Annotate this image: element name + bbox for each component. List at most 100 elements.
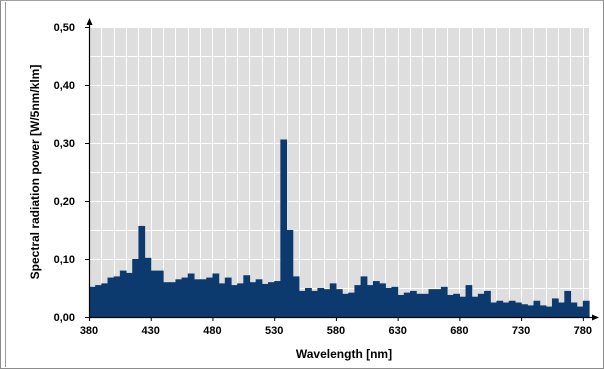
bar [576,306,584,317]
bar [372,281,380,317]
bar [558,302,565,317]
bar [187,273,195,317]
bar [582,300,590,317]
bar [434,289,442,317]
bar [261,283,269,317]
bar [453,293,460,317]
bar [200,279,207,317]
bar [101,283,109,317]
bar [409,290,417,317]
y-tick-label: 0,00 [54,312,75,324]
bar [132,259,139,317]
bar [95,285,102,317]
axes [86,18,599,321]
bar [459,296,467,317]
bar [218,283,226,317]
frame-divider [5,2,6,367]
bar [181,277,189,317]
bar [502,302,510,317]
y-axis-title: Spectral radiation power [W/5nm/klm] [28,65,42,280]
x-tick-labels: 380 430 480 530 580 630 680 730 780 [80,317,592,337]
grid-lines [89,27,589,318]
bar [447,294,454,317]
bar [545,306,553,317]
x-tick-label: 430 [142,325,160,337]
bar [311,290,318,317]
y-tick-labels: 0,00 0,10 0,20 0,30 0,40 0,50 [54,22,89,324]
bar [342,293,349,317]
bar [360,276,368,317]
bar [551,298,559,317]
bar [163,282,170,317]
bar [107,277,115,317]
bar [403,292,411,317]
bar [570,302,578,317]
bar [144,257,152,317]
bar [484,290,491,317]
bar [113,276,121,317]
y-tick-label: 0,20 [54,196,75,208]
y-tick-label: 0,30 [54,138,75,150]
x-tick-label: 530 [265,325,283,337]
bar [206,277,214,317]
x-tick-label: 630 [388,325,406,337]
bar [477,293,485,317]
bar [249,282,257,317]
bar [119,270,127,317]
bar [428,289,436,317]
bar [193,279,201,317]
bar [323,289,331,317]
bar [490,302,498,317]
bar [348,292,356,317]
bar [89,286,96,317]
bar [416,293,423,317]
bar [230,285,238,317]
bar [521,304,528,317]
bar [397,294,405,317]
bar [212,273,220,317]
bar [156,270,164,317]
bar [391,286,399,317]
bar [224,277,232,317]
bar [305,288,312,317]
bar [379,283,386,317]
bar [440,286,448,317]
bar [471,296,479,317]
bar [335,289,343,317]
bar-series [89,139,590,317]
bar [280,139,288,317]
bar [465,285,473,317]
x-tick-label: 680 [450,325,468,337]
bar [533,300,541,317]
x-tick-label: 730 [512,325,530,337]
bar [274,281,281,317]
bar [354,285,362,317]
bar [292,276,300,317]
bar [286,230,294,317]
bar [564,290,572,317]
bar [243,275,251,317]
bar [496,300,504,317]
bar [508,300,516,317]
bar [150,270,158,317]
x-axis-title: Wavelength [nm] [296,347,392,361]
bar [175,279,183,317]
bar [268,282,275,317]
y-axis-arrow-icon [86,18,93,25]
bar [298,290,306,317]
bar [255,279,263,317]
bar [539,305,547,317]
x-tick-label: 580 [327,325,345,337]
bar [169,282,177,317]
bar [385,288,393,317]
bar [366,285,374,317]
bar [237,283,244,317]
bar [329,283,337,317]
x-tick-label: 380 [80,325,98,337]
bar [317,288,325,317]
bar [514,302,522,317]
x-tick-label: 780 [574,325,592,337]
x-tick-label: 480 [203,325,221,337]
bar [138,225,146,317]
